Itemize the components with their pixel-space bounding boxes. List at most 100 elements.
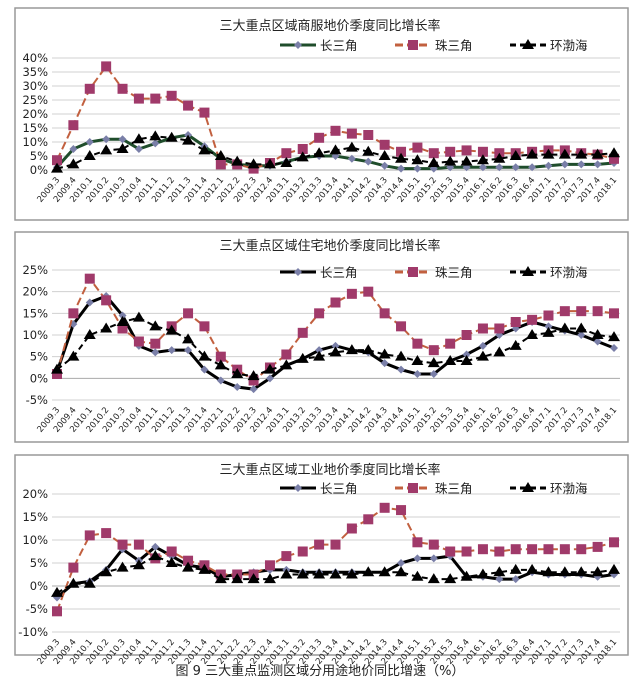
- data-point: [429, 370, 438, 378]
- data-point: [609, 537, 619, 548]
- data-point: [428, 539, 439, 550]
- figure-caption: 图 9 三大重点监测区域分用途地价同比增速（%）: [175, 664, 465, 679]
- series-line: [56, 316, 615, 378]
- data-point: [52, 369, 62, 379]
- data-point: [477, 323, 488, 334]
- data-point: [183, 308, 194, 319]
- data-point: [510, 544, 521, 555]
- data-point: [526, 148, 539, 159]
- data-point: [329, 568, 342, 579]
- chart-1: 三大重点区域商服地价季度同比增长率 0%5%10%15%20%25%30%35%4…: [14, 7, 629, 221]
- data-point: [247, 370, 260, 381]
- data-point: [231, 155, 244, 166]
- legend-label: 环渤海: [550, 38, 588, 53]
- y-tick-label: 0%: [30, 163, 48, 177]
- data-point: [116, 143, 129, 153]
- data-point: [182, 333, 195, 344]
- data-point: [280, 157, 293, 167]
- data-point: [83, 329, 96, 339]
- data-point: [215, 159, 226, 170]
- data-point: [281, 148, 292, 159]
- legend-marker: [294, 268, 302, 276]
- data-point: [132, 311, 145, 322]
- data-point: [116, 316, 129, 326]
- data-point: [198, 144, 211, 155]
- data-point: [118, 311, 127, 320]
- data-point: [608, 147, 620, 158]
- data-point: [280, 568, 293, 579]
- y-tick-label: -5%: [26, 602, 48, 616]
- data-point: [68, 308, 79, 319]
- data-point: [592, 541, 603, 552]
- data-point: [167, 346, 176, 355]
- data-point: [166, 90, 177, 101]
- data-point: [542, 566, 555, 577]
- data-point: [460, 570, 473, 581]
- data-point: [84, 530, 95, 541]
- y-tick-label: 20%: [22, 107, 48, 121]
- data-point: [478, 163, 487, 172]
- data-point: [362, 566, 375, 577]
- data-point: [133, 93, 144, 104]
- data-point: [397, 164, 406, 173]
- data-point: [378, 150, 391, 160]
- data-point: [315, 346, 324, 355]
- data-point: [411, 154, 424, 165]
- data-point: [296, 568, 309, 579]
- data-point: [592, 306, 603, 317]
- y-tick-label: 5%: [30, 149, 48, 163]
- data-point: [544, 322, 553, 331]
- data-point: [247, 573, 260, 584]
- legend-marker: [522, 482, 534, 492]
- data-point: [345, 344, 358, 355]
- data-point: [577, 160, 586, 169]
- data-point: [134, 145, 143, 153]
- data-point: [495, 163, 504, 172]
- data-point: [231, 368, 244, 378]
- data-point: [476, 568, 489, 579]
- data-point: [297, 327, 308, 338]
- data-point: [233, 383, 242, 391]
- legend-label: 珠三角: [435, 481, 473, 496]
- data-point: [101, 528, 112, 539]
- data-point: [84, 83, 95, 94]
- data-point: [558, 148, 571, 159]
- data-point: [575, 322, 588, 333]
- data-point: [165, 557, 178, 567]
- data-point: [84, 273, 95, 284]
- data-point: [378, 348, 391, 359]
- data-point: [460, 355, 473, 365]
- data-point: [510, 317, 521, 327]
- legend-marker: [408, 40, 418, 50]
- y-tick-label: 20%: [22, 487, 48, 501]
- y-tick-label: 10%: [22, 328, 48, 342]
- data-point: [345, 141, 358, 152]
- data-point: [493, 152, 506, 163]
- data-point: [609, 308, 619, 319]
- chart-title: 三大重点区域工业地价季度同比增长率: [219, 462, 440, 478]
- y-tick-label: 30%: [22, 79, 48, 93]
- data-point: [133, 539, 144, 550]
- data-point: [543, 544, 554, 555]
- data-point: [297, 144, 308, 154]
- data-point: [363, 514, 374, 525]
- data-point: [330, 125, 341, 136]
- legend-label: 长三角: [320, 481, 358, 496]
- data-point: [445, 338, 456, 349]
- data-point: [85, 298, 94, 307]
- y-tick-label: 35%: [22, 65, 48, 79]
- data-point: [396, 321, 407, 332]
- data-point: [493, 566, 506, 577]
- legend-label: 环渤海: [550, 265, 588, 280]
- data-point: [51, 363, 63, 374]
- data-point: [83, 150, 96, 160]
- data-point: [100, 144, 113, 155]
- data-point: [281, 349, 292, 360]
- y-tick-label: 0%: [30, 579, 48, 593]
- data-point: [297, 546, 308, 557]
- data-point: [102, 135, 111, 144]
- data-point: [281, 551, 292, 562]
- chart-border: [14, 231, 629, 443]
- data-point: [314, 132, 325, 143]
- data-point: [397, 365, 406, 374]
